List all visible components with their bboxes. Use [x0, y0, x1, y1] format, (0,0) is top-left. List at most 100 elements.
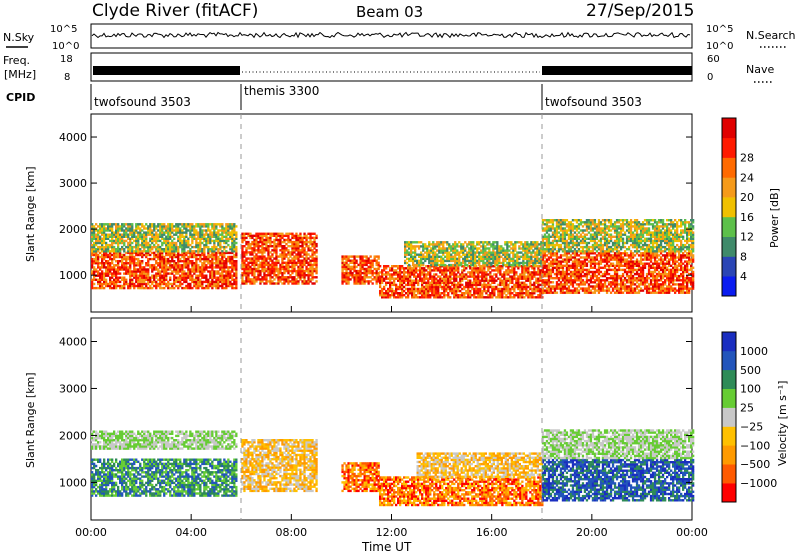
power-cell-3	[341, 261, 344, 264]
power-cell-0	[189, 282, 192, 286]
power-cell-6	[557, 279, 561, 282]
power-cell-4	[533, 271, 536, 274]
power-cell-4	[515, 285, 518, 289]
power-cell-2	[285, 267, 288, 271]
power-cell-3	[343, 267, 346, 271]
power-cell-0	[97, 270, 100, 273]
power-cell-6	[591, 291, 595, 294]
power-cell-1	[225, 239, 228, 243]
power-cell-6	[589, 264, 593, 267]
power-cell-2	[297, 282, 300, 285]
power-cell-5	[448, 251, 451, 254]
power-cell-4	[429, 281, 432, 284]
power-cell-6	[585, 256, 589, 259]
power-cell-6	[567, 289, 571, 292]
power-cell-4	[393, 296, 396, 299]
power-cell-1	[175, 225, 178, 228]
power-cell-0	[207, 260, 210, 263]
power-cell-4	[513, 271, 516, 274]
power-cell-1	[197, 235, 200, 238]
power-cell-6	[563, 291, 567, 294]
power-cell-5	[440, 251, 443, 254]
power-cell-4	[415, 267, 418, 270]
power-cell-4	[527, 271, 530, 274]
power-cell-6	[553, 266, 557, 269]
power-cell-0	[189, 272, 192, 275]
power-cell-4	[399, 277, 402, 280]
power-cell-6	[591, 287, 595, 290]
power-cell-0	[219, 284, 222, 288]
power-cell-6	[563, 272, 567, 276]
power-cell-4	[427, 296, 430, 299]
power-cell-5	[440, 259, 443, 263]
power-cell-6	[549, 289, 553, 292]
power-cell-3	[355, 265, 358, 269]
power-cell-0	[211, 286, 214, 290]
power-cell-4	[443, 287, 446, 291]
power-cell-0	[115, 286, 118, 290]
power-cell-1	[235, 237, 238, 240]
power-cell-5	[452, 257, 455, 261]
power-cell-2	[291, 282, 294, 285]
power-cell-6	[579, 274, 583, 278]
power-cell-4	[495, 296, 498, 299]
power-cell-1	[141, 237, 144, 240]
power-cell-6	[573, 270, 577, 274]
power-cell-1	[171, 227, 174, 230]
cpid-segment-2: themis 3300	[244, 84, 319, 98]
power-cell-3	[343, 276, 346, 279]
power-cell-0	[165, 264, 168, 267]
power-cell-1	[97, 250, 100, 253]
power-cell-1	[117, 229, 120, 232]
power-cell-6	[575, 279, 579, 282]
power-cell-5	[448, 255, 451, 258]
power-cell-2	[283, 234, 286, 237]
power-cell-0	[131, 270, 134, 273]
power-cell-4	[393, 294, 396, 297]
power-cell-0	[159, 266, 162, 269]
power-cell-5	[440, 249, 443, 252]
power-cell-5	[486, 259, 489, 263]
power-cell-2	[257, 232, 260, 235]
power-cell-5	[424, 259, 427, 263]
power-cell-4	[475, 283, 478, 287]
power-cell-2	[293, 255, 296, 258]
power-cell-1	[179, 237, 182, 240]
power-cell-6	[575, 291, 579, 294]
power-cell-1	[209, 223, 212, 226]
power-cell-0	[209, 260, 212, 263]
power-cell-5	[468, 253, 471, 256]
power-cell-1	[179, 245, 182, 249]
power-cell-1	[207, 223, 210, 226]
power-cell-1	[195, 237, 198, 240]
power-cell-6	[561, 254, 565, 257]
power-cell-0	[195, 264, 198, 267]
power-cell-2	[265, 247, 268, 250]
power-cell-5	[504, 249, 507, 252]
power-cell-5	[532, 249, 535, 252]
power-cell-5	[420, 255, 423, 258]
power-cell-0	[221, 253, 224, 257]
power-cell-1	[105, 223, 108, 226]
power-cell-4	[387, 289, 390, 293]
power-cell-0	[207, 278, 210, 281]
power-cell-4	[449, 287, 452, 291]
power-cell-6	[551, 281, 555, 284]
power-cell-6	[555, 281, 559, 284]
power-cell-0	[229, 251, 232, 255]
power-cell-2	[247, 261, 250, 264]
power-cell-4	[503, 281, 506, 284]
power-cell-6	[559, 270, 563, 274]
power-cell-6	[573, 277, 577, 280]
power-cell-0	[91, 264, 94, 267]
power-cell-6	[589, 285, 593, 288]
power-cell-6	[565, 266, 569, 269]
power-cell-1	[109, 243, 112, 247]
power-cell-2	[263, 242, 266, 246]
power-cell-5	[522, 255, 525, 258]
power-cell-4	[437, 296, 440, 299]
power-cell-0	[129, 272, 132, 275]
power-cell-0	[175, 266, 178, 269]
power-cell-0	[123, 278, 126, 281]
power-cell-1	[209, 237, 212, 240]
